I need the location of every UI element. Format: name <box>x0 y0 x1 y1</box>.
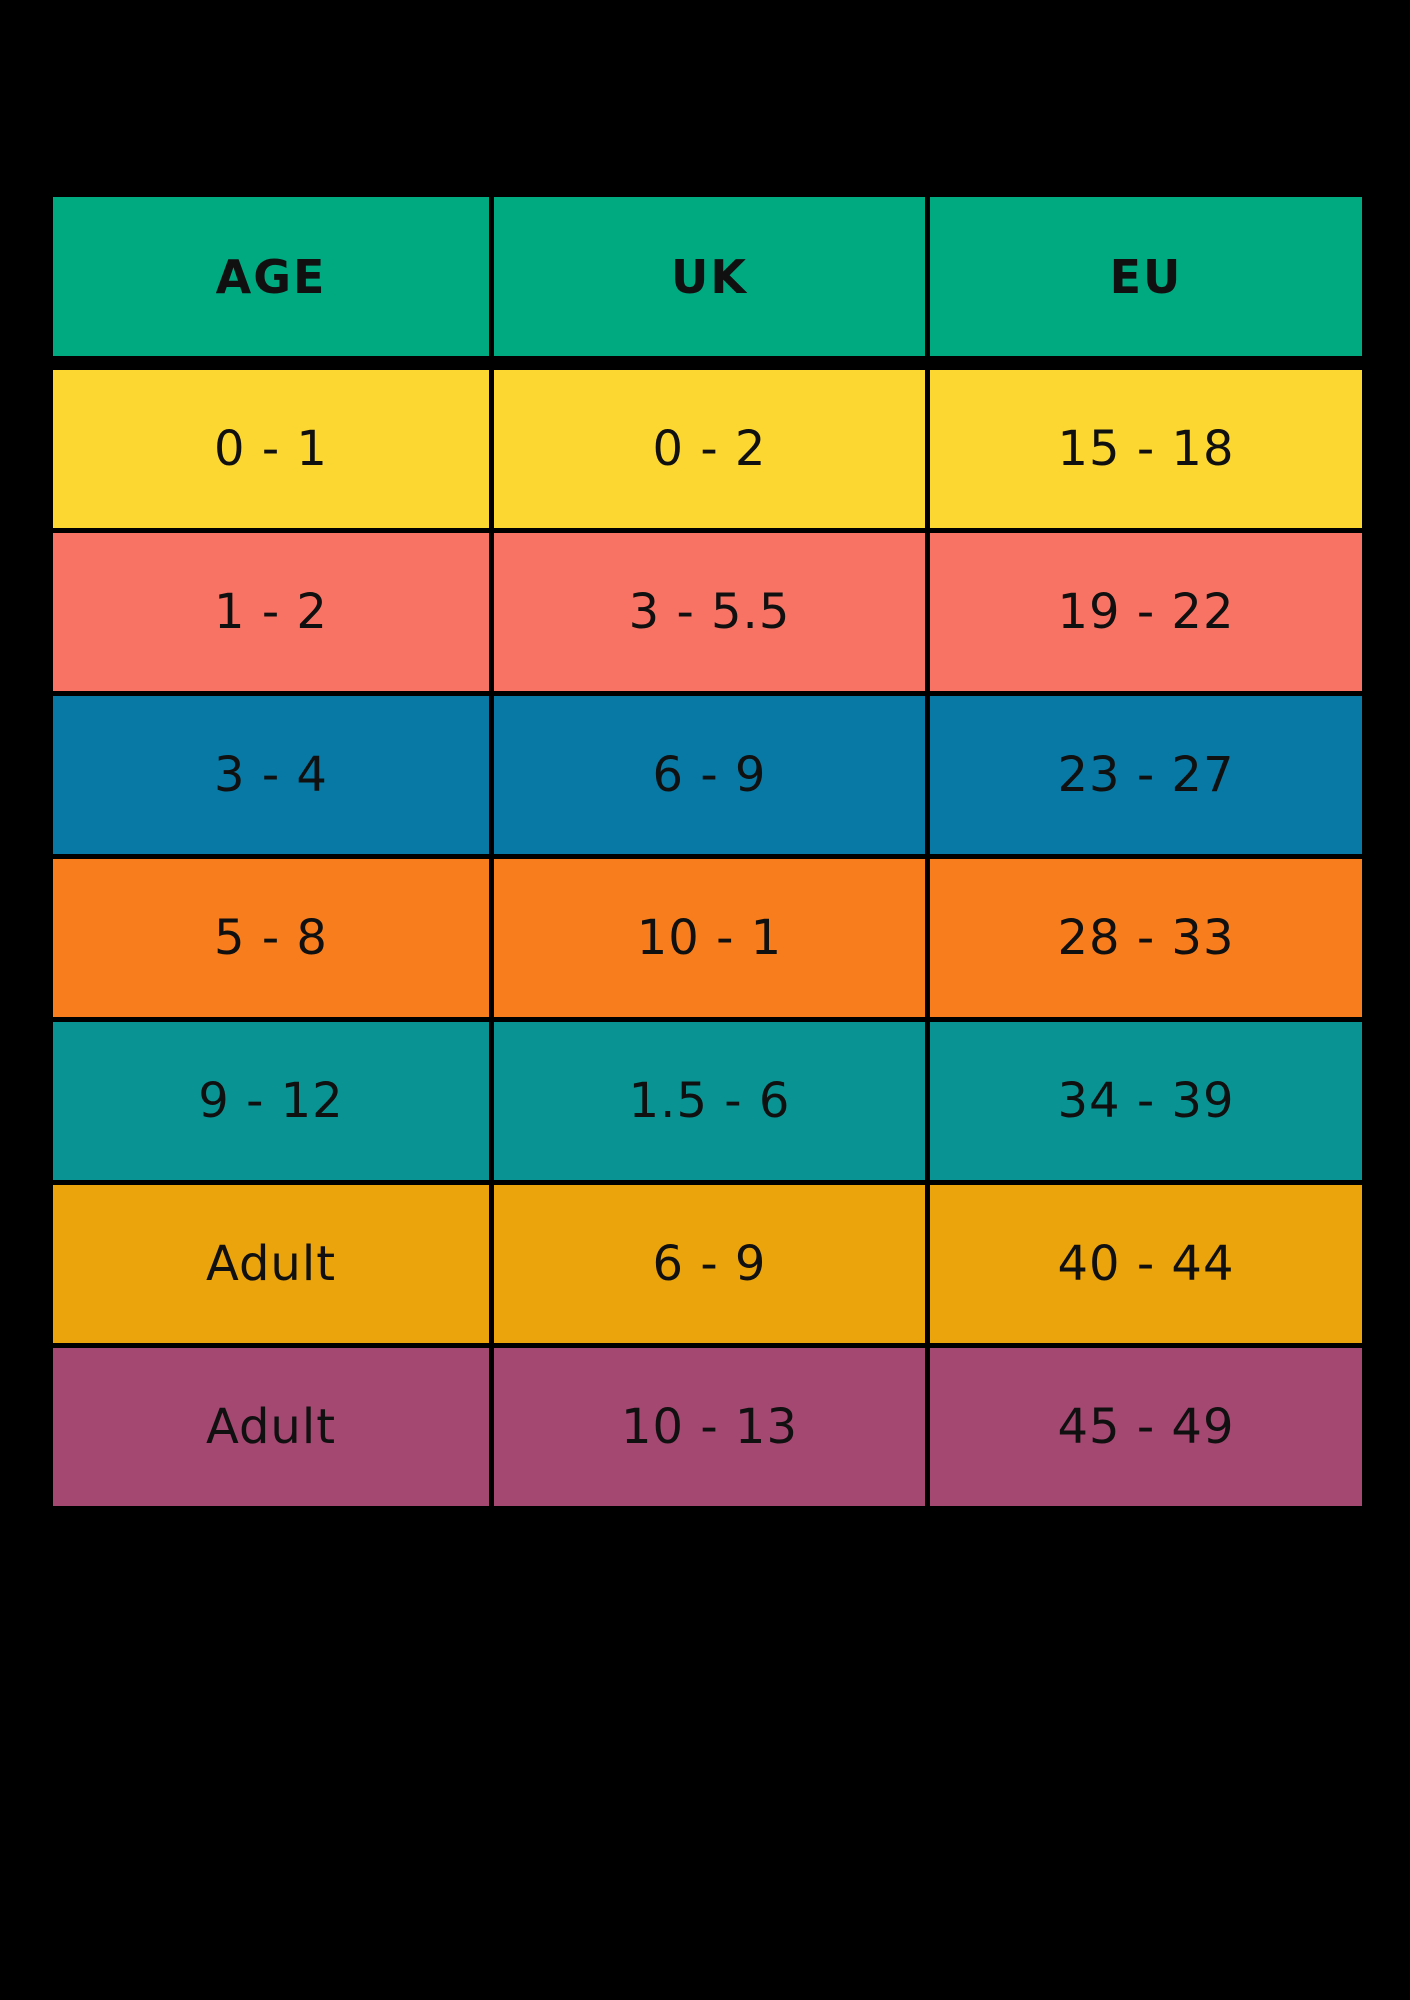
cell-eu: 34 - 39 <box>930 1022 1362 1180</box>
cell-eu: 23 - 27 <box>930 696 1362 854</box>
table-row: 5 - 8 10 - 1 28 - 33 <box>53 859 1362 1017</box>
table-row: Adult 6 - 9 40 - 44 <box>53 1185 1362 1343</box>
table-row: Adult 10 - 13 45 - 49 <box>53 1348 1362 1506</box>
header-cell-age: AGE <box>53 197 489 356</box>
cell-uk: 1.5 - 6 <box>494 1022 925 1180</box>
cell-uk: 0 - 2 <box>494 370 925 528</box>
header-cell-eu: EU <box>930 197 1362 356</box>
cell-eu: 19 - 22 <box>930 533 1362 691</box>
cell-age: 0 - 1 <box>53 370 489 528</box>
cell-eu: 40 - 44 <box>930 1185 1362 1343</box>
cell-age: 9 - 12 <box>53 1022 489 1180</box>
table-header-row: AGE UK EU <box>53 197 1362 356</box>
table-row: 1 - 2 3 - 5.5 19 - 22 <box>53 533 1362 691</box>
cell-uk: 6 - 9 <box>494 696 925 854</box>
cell-age: 1 - 2 <box>53 533 489 691</box>
cell-age: Adult <box>53 1348 489 1506</box>
cell-uk: 10 - 13 <box>494 1348 925 1506</box>
cell-age: Adult <box>53 1185 489 1343</box>
cell-uk: 10 - 1 <box>494 859 925 1017</box>
table-row: 9 - 12 1.5 - 6 34 - 39 <box>53 1022 1362 1180</box>
header-cell-uk: UK <box>494 197 925 356</box>
cell-age: 3 - 4 <box>53 696 489 854</box>
cell-age: 5 - 8 <box>53 859 489 1017</box>
table-row: 0 - 1 0 - 2 15 - 18 <box>53 370 1362 528</box>
cell-eu: 28 - 33 <box>930 859 1362 1017</box>
cell-uk: 3 - 5.5 <box>494 533 925 691</box>
cell-eu: 45 - 49 <box>930 1348 1362 1506</box>
size-conversion-table: AGE UK EU 0 - 1 0 - 2 15 - 18 1 - 2 3 - … <box>53 197 1362 1506</box>
table-row: 3 - 4 6 - 9 23 - 27 <box>53 696 1362 854</box>
cell-eu: 15 - 18 <box>930 370 1362 528</box>
cell-uk: 6 - 9 <box>494 1185 925 1343</box>
